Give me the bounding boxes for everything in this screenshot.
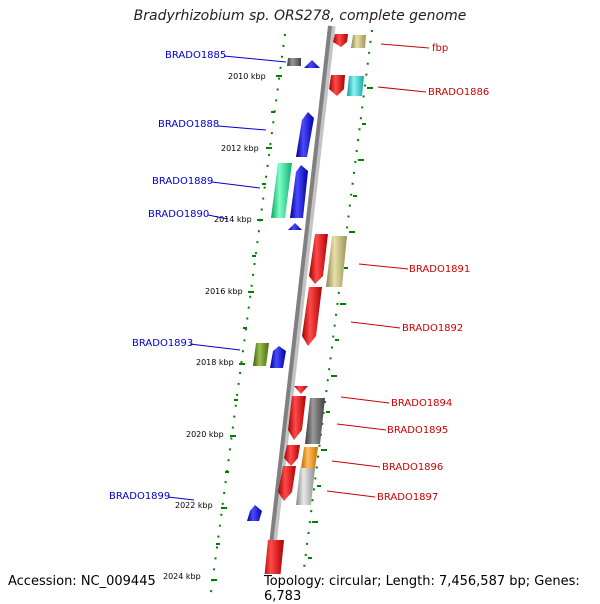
gene-brado1888[interactable] xyxy=(296,112,314,157)
gene-brado1895-red[interactable] xyxy=(288,396,306,440)
scale-label: 2018 kbp xyxy=(196,358,234,367)
scale-label: 2022 kbp xyxy=(175,501,213,510)
minus-leader-lines xyxy=(167,55,287,501)
gene-brado1885-gray[interactable] xyxy=(287,58,301,66)
gene-fbp[interactable] xyxy=(333,34,348,47)
gene-label-brado1891[interactable]: BRADO1891 xyxy=(409,264,470,275)
gene-label-brado1886[interactable]: BRADO1886 xyxy=(428,87,489,98)
gene-label-brado1888[interactable]: BRADO1888 xyxy=(158,119,219,130)
scale-label: 2012 kbp xyxy=(221,144,259,153)
gene-brado1886-red[interactable] xyxy=(329,75,345,96)
gene-brado1894[interactable] xyxy=(294,386,308,394)
gene-brado1897-red[interactable] xyxy=(278,466,296,501)
gene-brado1897-gray[interactable] xyxy=(296,468,315,505)
gene-label-brado1885[interactable]: BRADO1885 xyxy=(165,50,226,61)
gene-brado1893-olive[interactable] xyxy=(253,343,269,366)
gene-label-fbp[interactable]: fbp xyxy=(432,43,448,54)
gene-label-brado1899[interactable]: BRADO1899 xyxy=(109,491,170,502)
gene-brado1891-red[interactable] xyxy=(309,234,328,284)
gene-label-brado1897[interactable]: BRADO1897 xyxy=(377,492,438,503)
gene-label-brado1894[interactable]: BRADO1894 xyxy=(391,398,452,409)
gene-label-brado1896[interactable]: BRADO1896 xyxy=(382,462,443,473)
scale-label: 2016 kbp xyxy=(205,287,243,296)
gene-brado1889-blue[interactable] xyxy=(290,165,308,218)
gene-brado1886-cyan[interactable] xyxy=(347,76,364,96)
scale-label: 2014 kbp xyxy=(214,215,252,224)
gene-brado1885-arrow[interactable] xyxy=(304,60,320,68)
gene-brado1892[interactable] xyxy=(302,287,322,346)
genome-backbone xyxy=(262,25,332,600)
gene-brado1889-green[interactable] xyxy=(271,163,292,218)
gene-brado1893-blue[interactable] xyxy=(270,346,286,368)
gene-label-brado1889[interactable]: BRADO1889 xyxy=(152,176,213,187)
gene-brado1896-orange[interactable] xyxy=(301,447,318,469)
plus-leader-lines xyxy=(326,43,430,498)
scale-label: 2024 kbp xyxy=(163,572,201,581)
gene-brado1896-red[interactable] xyxy=(284,445,300,466)
accession-text: Accession: NC_009445 xyxy=(8,574,156,589)
gene-brado1895-gray[interactable] xyxy=(305,398,325,444)
gene-khaki-top[interactable] xyxy=(351,35,366,48)
left-scale-ticks xyxy=(211,75,282,581)
gene-brado1891-khaki[interactable] xyxy=(326,236,347,287)
gene-label-brado1890[interactable]: BRADO1890 xyxy=(148,209,209,220)
map-title: Bradyrhizobium sp. ORS278, complete geno… xyxy=(133,8,467,24)
gene-brado1899[interactable] xyxy=(247,505,262,521)
topology-text: Topology: circular; Length: 7,456,587 bp… xyxy=(262,574,600,604)
gene-label-brado1893[interactable]: BRADO1893 xyxy=(132,338,193,349)
scale-label: 2010 kbp xyxy=(228,72,266,81)
gene-label-brado1895[interactable]: BRADO1895 xyxy=(387,425,448,436)
gene-label-brado1892[interactable]: BRADO1892 xyxy=(402,323,463,334)
gene-brado1890[interactable] xyxy=(288,223,302,230)
right-dotted-track xyxy=(299,29,373,600)
scale-label: 2020 kbp xyxy=(186,430,224,439)
